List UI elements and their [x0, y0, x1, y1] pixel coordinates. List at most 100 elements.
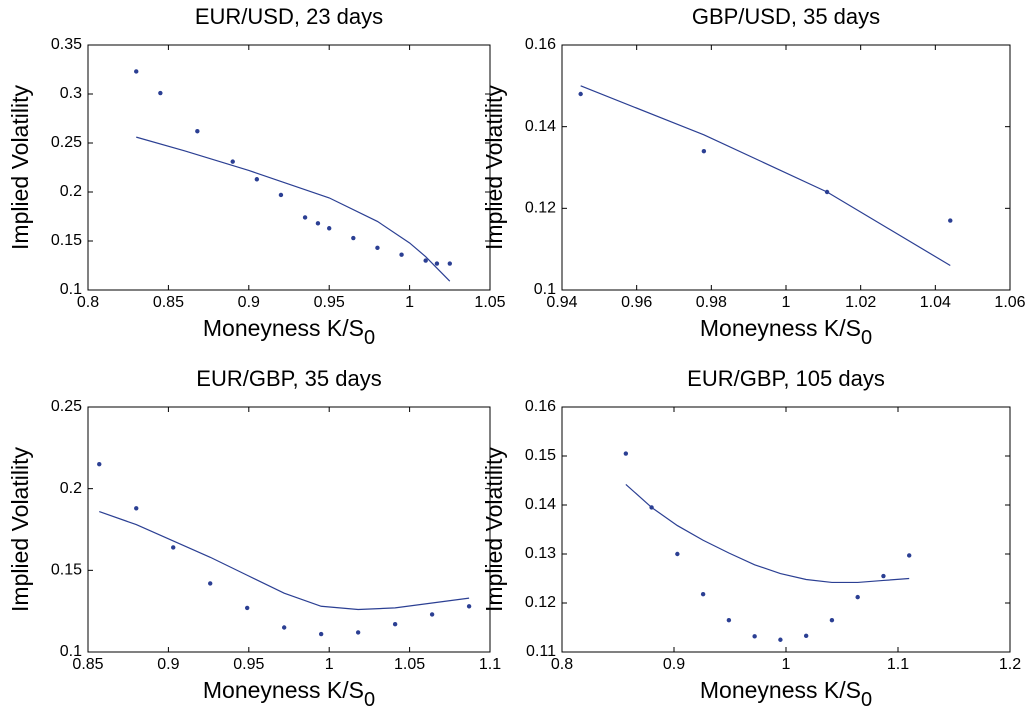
market-point — [97, 461, 102, 467]
y-tick-label: 0.3 — [60, 85, 82, 102]
x-tick-label: 1.05 — [474, 294, 505, 311]
x-tick-label: 0.94 — [546, 294, 577, 311]
market-point — [318, 631, 324, 637]
market-point — [171, 545, 176, 550]
y-tick-label: 0.13 — [525, 545, 556, 562]
x-axis-label-subscript: 0 — [364, 689, 375, 711]
market-point — [434, 261, 440, 266]
x-tick-label: 1.05 — [394, 656, 425, 673]
x-tick-label: 0.95 — [233, 656, 264, 673]
market-point — [675, 551, 680, 557]
market-point — [315, 221, 321, 226]
x-tick-label: 0.98 — [696, 294, 727, 311]
market-point — [447, 261, 452, 266]
market-point — [278, 192, 284, 198]
subplot: 0.8 0.85 0.9 0.95 1 1.05 0.1 0.15 0.2 0.25 0.3 0.35… — [7, 4, 506, 349]
y-tick-label: 0.14 — [525, 118, 556, 135]
market-point — [907, 553, 912, 558]
market-point — [701, 148, 707, 154]
y-tick-label: 0.15 — [525, 447, 556, 464]
market-point — [208, 581, 213, 586]
x-tick-label: 1.02 — [845, 294, 876, 311]
market-point — [134, 506, 139, 511]
x-axis-label-subscript: 0 — [861, 327, 872, 349]
x-tick-label: 0.96 — [621, 294, 652, 311]
market-point — [327, 226, 332, 231]
axes-box — [561, 406, 1011, 653]
axes-box — [87, 406, 491, 653]
x-tick-label: 1.1 — [479, 656, 501, 673]
market-point — [195, 129, 200, 134]
market-point — [254, 177, 260, 182]
market-point — [375, 245, 380, 251]
market-point — [803, 633, 809, 639]
market-point — [623, 451, 629, 456]
chart-title: GBP/USD, 35 days — [692, 4, 880, 29]
y-tick-label: 0.25 — [51, 134, 82, 151]
x-tick-label: 1 — [782, 656, 791, 673]
y-axis-label: Implied Volatility — [481, 85, 507, 250]
market-point — [429, 612, 435, 617]
chart-title: EUR/GBP, 35 days — [196, 366, 381, 391]
chart-title: EUR/GBP, 105 days — [687, 366, 885, 391]
x-tick-label: 1.1 — [887, 656, 909, 673]
y-axis-label: Implied Volatility — [7, 85, 33, 250]
x-tick-label: 0.85 — [72, 656, 103, 673]
x-tick-label: 1 — [782, 294, 791, 311]
y-axis-label: Implied Volatility — [481, 447, 507, 612]
y-tick-label: 0.12 — [525, 594, 556, 611]
x-axis-label-main: Moneyness K/S — [700, 677, 861, 703]
market-point — [392, 622, 398, 627]
x-axis-label: Moneyness K/S0 — [700, 677, 872, 711]
market-point — [855, 594, 860, 600]
x-axis-label-main: Moneyness K/S — [203, 315, 364, 341]
axes-box — [561, 44, 1011, 291]
model-line — [99, 510, 470, 611]
model-line — [625, 483, 910, 584]
market-point — [752, 634, 757, 639]
x-tick-label: 1.06 — [994, 294, 1025, 311]
market-point — [355, 630, 361, 635]
x-tick-label: 1 — [325, 656, 334, 673]
x-tick-label: 1 — [405, 294, 414, 311]
y-tick-label: 0.16 — [525, 398, 556, 415]
x-axis-label: Moneyness K/S0 — [203, 315, 375, 349]
y-tick-label: 0.25 — [51, 398, 82, 415]
market-point — [302, 215, 308, 220]
market-point — [158, 90, 163, 96]
x-axis-label-main: Moneyness K/S — [203, 677, 364, 703]
y-tick-label: 0.15 — [51, 562, 82, 579]
y-tick-label: 0.2 — [60, 183, 82, 200]
market-point — [230, 159, 235, 164]
market-point — [881, 573, 886, 579]
y-tick-label: 0.14 — [525, 496, 556, 513]
market-point — [466, 604, 472, 609]
x-tick-label: 0.8 — [77, 294, 99, 311]
market-point — [423, 258, 428, 263]
y-tick-label: 0.16 — [525, 36, 556, 53]
model-line — [580, 85, 951, 267]
x-tick-label: 0.9 — [238, 294, 260, 311]
x-tick-label: 1.2 — [999, 656, 1021, 673]
y-tick-label: 0.1 — [60, 643, 82, 660]
market-point — [351, 235, 356, 241]
y-tick-label: 0.1 — [534, 281, 556, 298]
x-axis-label: Moneyness K/S0 — [700, 315, 872, 349]
y-tick-label: 0.35 — [51, 36, 82, 53]
axes-box — [87, 44, 491, 291]
x-tick-label: 0.9 — [157, 656, 179, 673]
market-point — [578, 91, 583, 97]
subplot: 0.85 0.9 0.95 1 1.05 1.1 0.1 0.15 0.2 0.25 EUR/GBP… — [7, 366, 501, 711]
market-point — [399, 252, 404, 257]
model-line — [136, 136, 451, 282]
chart-title: EUR/USD, 23 days — [195, 4, 383, 29]
market-point — [829, 617, 835, 623]
market-point — [948, 218, 953, 223]
y-tick-label: 0.1 — [60, 281, 82, 298]
x-tick-label: 0.9 — [663, 656, 685, 673]
y-tick-label: 0.2 — [60, 480, 82, 497]
market-point — [726, 617, 732, 623]
subplot: 0.8 0.9 1 1.1 1.2 0.11 0.12 0.13 0.14 0.15 0.16 EUR… — [481, 366, 1021, 711]
market-point — [244, 605, 250, 611]
